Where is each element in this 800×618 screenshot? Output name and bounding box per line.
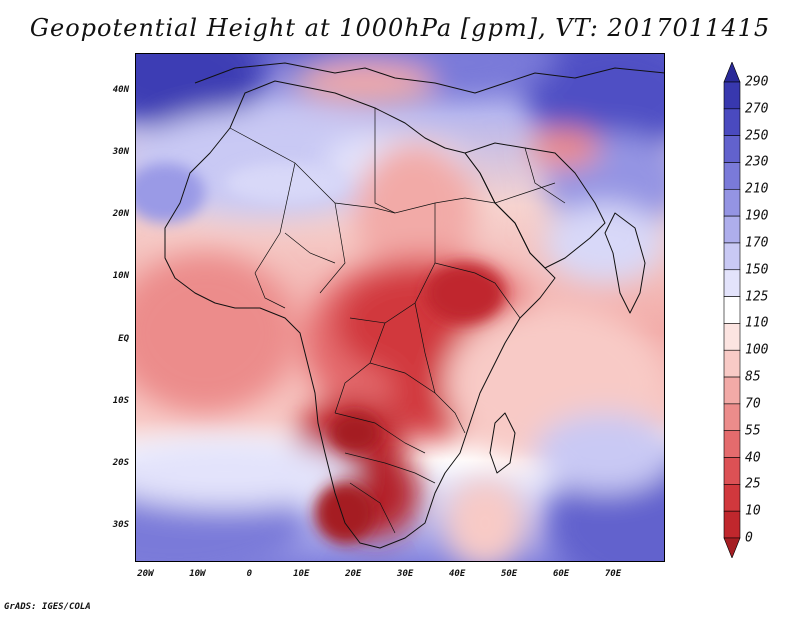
colorbar-bin — [723, 242, 741, 271]
colorbar-level-label: 270 — [745, 101, 769, 117]
field-shading — [135, 53, 665, 562]
colorbar-level-label: 290 — [745, 74, 769, 90]
colorbar-bin — [723, 403, 741, 432]
lat-tick-label: 40N — [112, 85, 129, 96]
lon-tick-label: 70E — [604, 569, 622, 579]
colorbar-bin — [723, 376, 741, 405]
arabian-coastline — [464, 142, 606, 269]
colorbar-bin — [723, 269, 741, 297]
lat-tick-label: 10N — [112, 271, 129, 282]
india-coastline — [604, 212, 646, 314]
colorbar-level-label: 55 — [745, 423, 761, 439]
colorbar-level-label: 10 — [745, 503, 761, 519]
colorbar-level-label: 210 — [745, 181, 769, 197]
colorbar-level-label: 70 — [745, 396, 761, 412]
colorbar-level-label: 150 — [745, 262, 769, 278]
colorbar-bin — [723, 349, 741, 378]
africa-coastline — [164, 80, 556, 549]
lon-tick-label: 40E — [449, 569, 466, 579]
lon-tick-label: 30E — [397, 569, 414, 579]
colorbar-level-label: 125 — [745, 289, 769, 305]
lon-tick-label: 10W — [189, 569, 206, 579]
lon-tick-label: 20E — [345, 569, 362, 579]
colorbar-bin — [723, 430, 741, 458]
software-credit: GrADS: IGES/COLA — [4, 602, 91, 612]
lon-tick-label: 10E — [293, 569, 310, 579]
map-plot-area — [135, 53, 665, 562]
colorbar-bin — [723, 457, 741, 485]
lon-tick-label: 60E — [552, 569, 570, 579]
colorbar-min-triangle — [723, 537, 741, 558]
lat-tick-label: 30N — [112, 147, 129, 158]
lon-tick-label: 0 — [246, 569, 253, 579]
colorbar-bin — [723, 215, 741, 244]
country-borders — [229, 108, 566, 534]
lat-tick-label: EQ — [118, 333, 129, 344]
lon-tick-label: 50E — [500, 569, 518, 579]
field-detail-shading — [135, 163, 505, 543]
geopotential-height-map — [135, 53, 665, 562]
coastlines — [164, 62, 665, 549]
colorbar-bin — [723, 135, 741, 163]
colorbar-bin — [723, 81, 741, 110]
lat-tick-label: 30S — [112, 519, 129, 530]
colorbar-bin — [723, 188, 741, 217]
colorbar-level-label: 170 — [745, 235, 769, 251]
colorbar-level-label: 85 — [745, 369, 761, 385]
colorbar-level-label: 100 — [745, 342, 769, 358]
colorbar-level-label: 230 — [745, 154, 769, 170]
madagascar-coastline — [489, 412, 516, 474]
colorbar-bin — [723, 296, 741, 324]
colorbar-level-label: 40 — [745, 450, 761, 466]
colorbar-bin — [723, 108, 741, 136]
colorbar-bin — [723, 484, 741, 512]
lat-tick-label: 10S — [112, 395, 129, 406]
lat-tick-label: 20N — [112, 209, 129, 220]
colorbar-bin — [723, 162, 741, 190]
colorbar-level-label: 250 — [745, 128, 769, 144]
colorbar-level-label: 110 — [745, 315, 769, 331]
colorbar-bin — [723, 510, 741, 539]
colorbar — [723, 62, 741, 558]
colorbar-level-label: 25 — [745, 476, 761, 492]
colorbar-bin — [723, 323, 741, 351]
europe-coastline — [194, 62, 665, 94]
colorbar-level-label: 0 — [745, 530, 753, 546]
lon-tick-label: 20W — [137, 569, 154, 579]
lat-tick-label: 20S — [112, 457, 129, 468]
chart-title: Geopotential Height at 1000hPa [gpm], VT… — [29, 14, 771, 42]
colorbar-level-label: 190 — [745, 208, 769, 224]
colorbar-max-triangle — [723, 62, 741, 83]
